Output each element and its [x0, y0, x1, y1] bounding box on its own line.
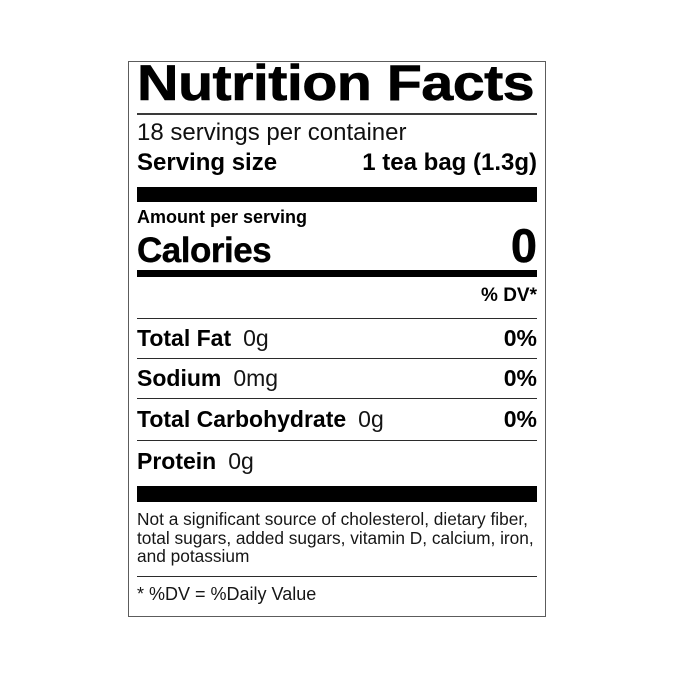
- nutrient-daily-value: 0%: [503, 406, 537, 432]
- nutrition-facts-title: Nutrition Facts: [137, 55, 535, 111]
- nutrient-name: Total Carbohydrate: [137, 406, 347, 432]
- row-divider: [137, 398, 537, 399]
- nutrient-row-total-carbohydrate: Total Carbohydrate 0g 0%: [137, 406, 537, 434]
- nutrient-daily-value: 0%: [503, 365, 537, 391]
- amount-per-serving-label: Amount per serving: [137, 207, 308, 227]
- nutrient-name: Protein: [137, 448, 217, 474]
- not-significant-source-note: Not a significant source of cholesterol,…: [137, 510, 534, 566]
- servings-per-container: 18 servings per container: [137, 119, 407, 146]
- nutrient-row-protein: Protein 0g: [137, 448, 537, 476]
- daily-value-column-header: % DV*: [481, 285, 537, 306]
- thick-divider-top: [137, 187, 537, 202]
- serving-size-value: 1 tea bag (1.3g): [362, 149, 537, 176]
- medium-divider: [137, 270, 537, 277]
- footnote-line: total sugars, added sugars, vitamin D, c…: [137, 527, 534, 548]
- nutrient-amount: 0g: [228, 448, 254, 474]
- row-divider: [137, 440, 537, 441]
- footnote-line: Not a significant source of cholesterol,…: [137, 509, 528, 529]
- nutrition-facts-panel: Nutrition Facts 18 servings per containe…: [128, 55, 546, 617]
- serving-size-label: Serving size: [137, 149, 278, 176]
- row-divider: [137, 358, 537, 359]
- footnote-divider: [137, 576, 537, 577]
- nutrient-row-sodium: Sodium 0mg 0%: [137, 365, 537, 393]
- footnote-line: and potassium: [137, 546, 250, 567]
- nutrient-daily-value: 0%: [503, 325, 537, 351]
- thick-divider-bottom: [137, 486, 537, 502]
- daily-value-definition: * %DV = %Daily Value: [137, 584, 317, 604]
- title-divider: [137, 113, 537, 115]
- calories-value: 0: [510, 219, 538, 272]
- nutrient-amount: 0mg: [233, 365, 279, 391]
- nutrient-name: Total Fat: [137, 325, 232, 351]
- calories-label: Calories: [137, 231, 272, 270]
- nutrient-row-total-fat: Total Fat 0g 0%: [137, 325, 537, 353]
- nutrient-amount: 0g: [358, 406, 384, 432]
- nutrient-amount: 0g: [243, 325, 269, 351]
- nutrient-name: Sodium: [137, 365, 222, 391]
- row-divider: [137, 318, 537, 319]
- calories-row: Calories 0: [137, 219, 538, 272]
- serving-size-row: Serving size 1 tea bag (1.3g): [137, 149, 537, 178]
